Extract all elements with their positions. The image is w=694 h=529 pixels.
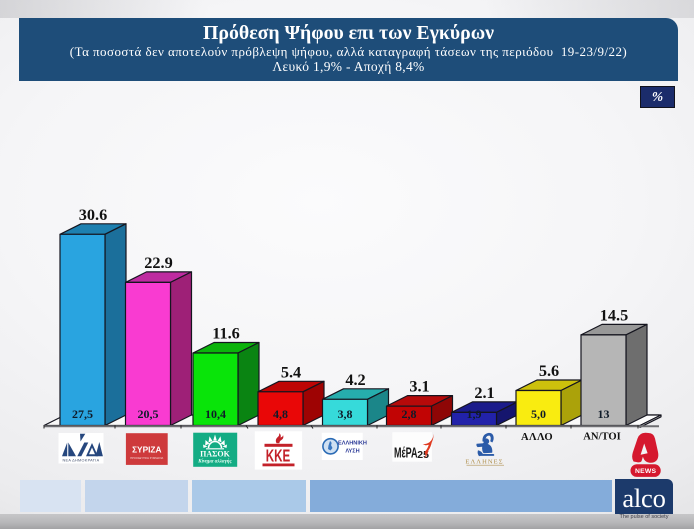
svg-text:NEWS: NEWS bbox=[635, 468, 656, 475]
svg-text:2.1: 2.1 bbox=[474, 383, 494, 402]
svg-text:1,9: 1,9 bbox=[467, 407, 482, 421]
svg-text:ΚΚΕ: ΚΚΕ bbox=[266, 445, 291, 465]
svg-text:5.6: 5.6 bbox=[539, 361, 559, 380]
svg-text:2,8: 2,8 bbox=[402, 407, 417, 421]
svg-text:4.2: 4.2 bbox=[345, 370, 365, 389]
svg-text:20,5: 20,5 bbox=[138, 407, 159, 421]
svg-text:25: 25 bbox=[417, 449, 429, 461]
svg-text:3.1: 3.1 bbox=[409, 377, 429, 396]
svg-text:11.6: 11.6 bbox=[212, 324, 240, 343]
svg-text:5.4: 5.4 bbox=[281, 362, 301, 381]
svg-text:ΑΝ/ΤΟΙ: ΑΝ/ΤΟΙ bbox=[583, 432, 620, 443]
svg-text:13: 13 bbox=[598, 407, 610, 421]
svg-text:5,0: 5,0 bbox=[531, 407, 546, 421]
svg-text:ΠΑΣΟΚ: ΠΑΣΟΚ bbox=[200, 450, 230, 459]
svg-text:30.6: 30.6 bbox=[79, 205, 108, 224]
svg-text:ΑΛΛΟ: ΑΛΛΟ bbox=[521, 432, 553, 443]
svg-text:22.9: 22.9 bbox=[144, 253, 173, 272]
svg-text:Κίνημα αλλαγής: Κίνημα αλλαγής bbox=[197, 459, 232, 465]
svg-text:ΕΛΛΗΝΙΚΗ: ΕΛΛΗΝΙΚΗ bbox=[338, 441, 367, 447]
svg-text:ΜέΡΑ: ΜέΡΑ bbox=[394, 446, 418, 462]
svg-text:27,5: 27,5 bbox=[72, 407, 93, 421]
svg-text:10,4: 10,4 bbox=[205, 407, 226, 421]
svg-text:ΣΥΡΙΖΑ: ΣΥΡΙΖΑ bbox=[132, 445, 161, 455]
svg-text:3,8: 3,8 bbox=[338, 407, 353, 421]
svg-text:ΠΡΟΟΔΕΥΤΙΚΗ ΣΥΜΜΑΧΙΑ: ΠΡΟΟΔΕΥΤΙΚΗ ΣΥΜΜΑΧΙΑ bbox=[130, 456, 163, 460]
svg-text:14.5: 14.5 bbox=[600, 305, 629, 324]
svg-text:ΕΛΛΗΝΕΣ: ΕΛΛΗΝΕΣ bbox=[465, 458, 503, 465]
svg-text:ΛΥΣΗ: ΛΥΣΗ bbox=[345, 449, 359, 455]
svg-text:ΝΕΑ ΔΗΜΟΚΡΑΤΙΑ: ΝΕΑ ΔΗΜΟΚΡΑΤΙΑ bbox=[63, 459, 100, 463]
svg-text:4,8: 4,8 bbox=[273, 407, 288, 421]
